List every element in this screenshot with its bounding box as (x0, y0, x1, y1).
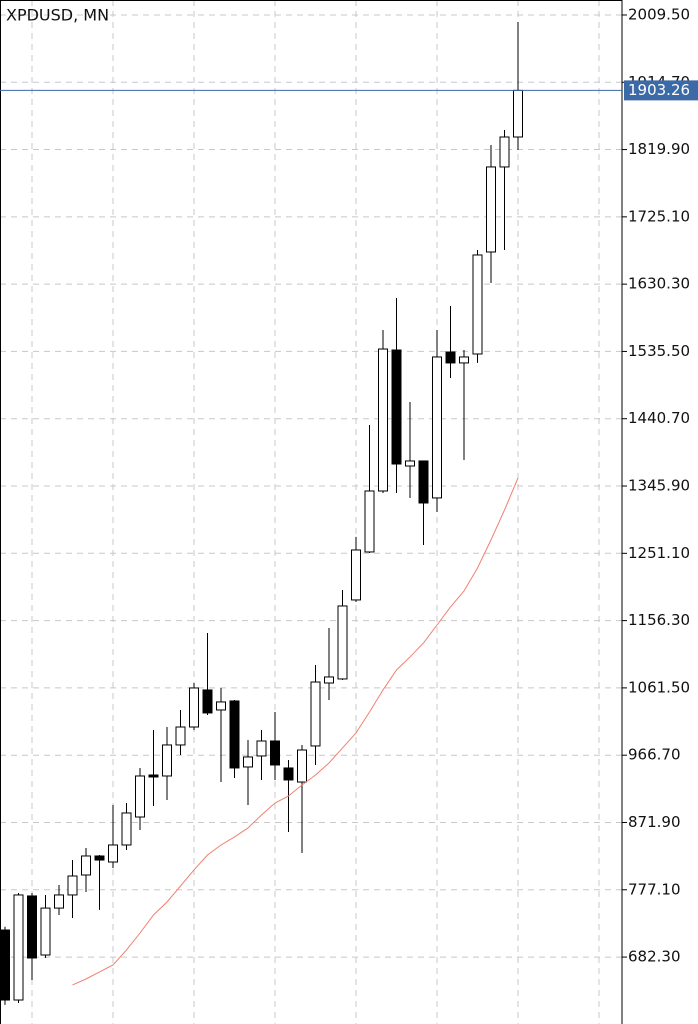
candle-body (67, 875, 78, 896)
y-tick-label: 2009.50 (628, 5, 690, 23)
candle-body (135, 775, 145, 818)
candle-body (175, 726, 186, 746)
candle-body (513, 89, 523, 138)
candle-body (337, 605, 348, 680)
y-tick-label: 966.70 (628, 746, 681, 764)
y-tick-label: 1061.50 (628, 678, 690, 696)
moving-average (72, 477, 519, 986)
chart-title: XPDUSD, MN (6, 6, 109, 25)
y-tick-label: 682.30 (628, 948, 681, 966)
y-tick-label: 1535.50 (628, 342, 690, 360)
candle-body (229, 700, 240, 769)
y-tick-label: 871.90 (628, 813, 681, 831)
candle-body (391, 349, 402, 465)
y-tick-label: 1345.90 (628, 477, 690, 495)
candle-body (405, 460, 415, 467)
candle-body (486, 166, 496, 253)
candle-body (324, 676, 334, 684)
candle-body (351, 549, 361, 601)
candle-body (283, 767, 294, 781)
candle-body (81, 855, 91, 876)
candle-body (162, 744, 172, 777)
candle-body (0, 929, 10, 1001)
candle-body (256, 740, 267, 757)
y-tick-label: 1819.90 (628, 140, 690, 158)
y-tick-label: 777.10 (628, 880, 681, 898)
last-price-label: 1903.26 (628, 81, 690, 99)
candle-body (459, 356, 469, 364)
candle-body (108, 844, 118, 863)
candle-body (202, 689, 213, 714)
candle-body (297, 749, 307, 783)
candle-body (472, 254, 483, 355)
candle-body (189, 687, 199, 728)
candle-body (378, 348, 388, 492)
candle-body (364, 490, 375, 553)
candle-body (216, 701, 226, 711)
candle-body (243, 756, 253, 768)
y-tick-label: 1156.30 (628, 611, 690, 629)
candle-body (432, 356, 442, 499)
candle-body (310, 681, 321, 747)
candle-body (499, 136, 510, 168)
y-tick-label: 1725.10 (628, 207, 690, 225)
candle-body (13, 894, 24, 1001)
y-tick-label: 1251.10 (628, 544, 690, 562)
candle-body (121, 812, 132, 846)
y-tick-label: 1440.70 (628, 409, 690, 427)
candle-body (148, 774, 159, 778)
candle-body (418, 460, 429, 504)
candle-body (27, 895, 37, 959)
candle-body (270, 740, 280, 766)
y-tick-label: 1630.30 (628, 275, 690, 293)
candle-body (445, 351, 456, 364)
candle-body (40, 907, 51, 956)
candle-body (94, 855, 105, 861)
last-price-box (624, 80, 698, 101)
candle-body (54, 894, 64, 909)
